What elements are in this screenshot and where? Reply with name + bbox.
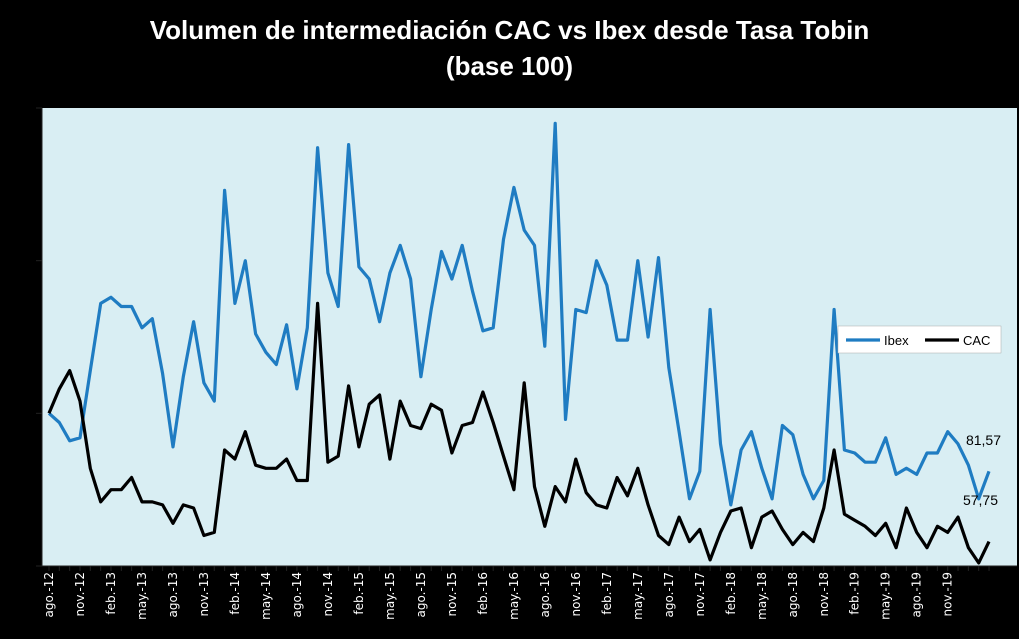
legend: Ibex CAC xyxy=(837,325,1002,354)
x-tick-label: feb.-19 xyxy=(848,572,862,615)
x-tick-label: may.-16 xyxy=(507,572,521,620)
x-tick-label: feb.-17 xyxy=(600,572,614,615)
x-tick-label: nov.-17 xyxy=(693,572,707,617)
series-line-cac xyxy=(47,301,991,565)
x-tick-label: ago.-12 xyxy=(42,572,56,618)
series-layer xyxy=(47,121,991,565)
x-tick-label: nov.-18 xyxy=(817,572,831,617)
x-tick-label: ago.-13 xyxy=(166,572,180,618)
x-tick-label: ago.-17 xyxy=(662,572,676,618)
x-tick-label: ago.-19 xyxy=(910,572,924,618)
x-tick-label: may.-19 xyxy=(879,572,893,620)
x-tick-label: feb.-16 xyxy=(476,572,490,615)
x-tick-label: nov.-15 xyxy=(445,572,459,617)
x-tick-label: feb.-15 xyxy=(352,572,366,615)
annotation-layer: 81,57 57,75 xyxy=(963,432,1001,508)
x-tick-label: ago.-14 xyxy=(290,572,304,618)
data-label-cac: 57,75 xyxy=(963,492,998,508)
chart-title-block: Volumen de intermediación CAC vs Ibex de… xyxy=(0,12,1019,84)
x-tick-label: may.-18 xyxy=(755,572,769,620)
data-label-ibex: 81,57 xyxy=(966,432,1001,448)
x-tick-label: feb.-14 xyxy=(228,572,242,615)
x-tick-label: may.-15 xyxy=(383,572,397,620)
x-axis-ticks: ago.-12 nov.-12 feb.-13 may.-13 ago.-13 nov.-… xyxy=(42,566,990,620)
x-tick-label: nov.-19 xyxy=(941,572,955,617)
x-tick-label: nov.-13 xyxy=(197,572,211,617)
x-tick-label: feb.-18 xyxy=(724,572,738,615)
x-tick-label: ago.-18 xyxy=(786,572,800,618)
y-axis-ticks xyxy=(36,107,42,567)
series-line-ibex xyxy=(47,121,991,507)
chart-title: Volumen de intermediación CAC vs Ibex de… xyxy=(149,15,870,45)
chart-subtitle: (base 100) xyxy=(445,51,574,81)
x-tick-label: nov.-12 xyxy=(73,572,87,617)
x-tick-label: ago.-15 xyxy=(414,572,428,618)
x-tick-label: nov.-14 xyxy=(321,572,335,617)
x-tick-label: feb.-13 xyxy=(104,572,118,615)
x-tick-label: may.-17 xyxy=(631,572,645,620)
legend-label-cac: CAC xyxy=(963,333,990,348)
legend-label-ibex: Ibex xyxy=(884,333,909,348)
x-tick-label: may.-14 xyxy=(259,572,273,620)
x-tick-label: may.-13 xyxy=(135,572,149,620)
x-tick-label: ago.-16 xyxy=(538,572,552,618)
x-tick-label: nov.-16 xyxy=(569,572,583,617)
